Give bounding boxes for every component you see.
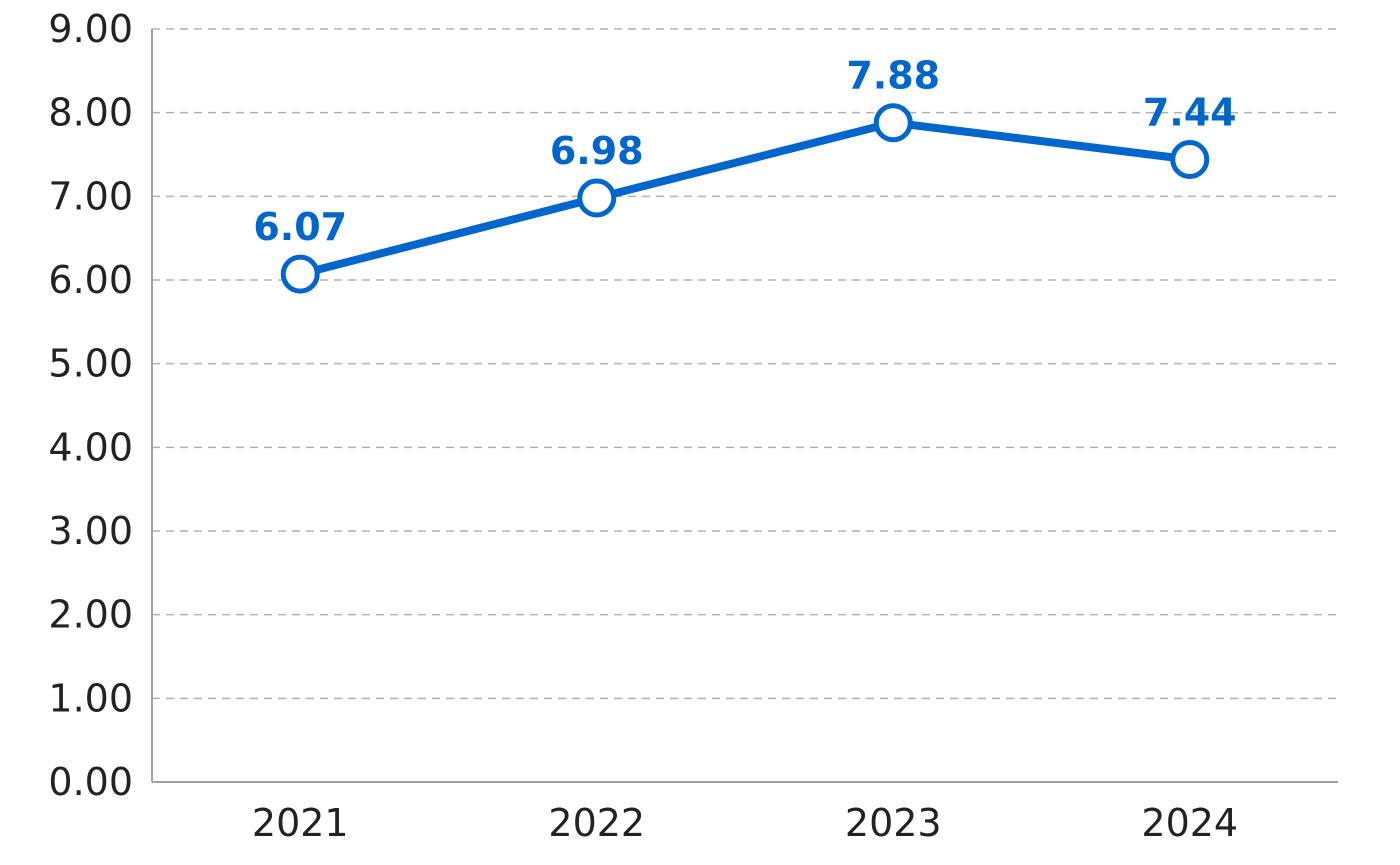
y-tick-label: 9.00 [48,7,133,51]
data-label: 7.88 [846,54,940,98]
y-tick-label: 2.00 [48,593,133,637]
x-tick-label: 2023 [845,801,942,845]
data-point [577,178,617,218]
y-tick-label: 8.00 [48,91,133,135]
data-label: 7.44 [1143,91,1237,135]
series-line [299,118,1191,279]
y-tick-label: 4.00 [48,425,133,469]
data-point [280,254,320,294]
x-tick-label: 2022 [548,801,645,845]
data-point [873,103,913,143]
y-tick-label: 1.00 [48,676,133,720]
y-tick-label: 6.00 [48,258,133,302]
y-tick-label: 7.00 [48,174,133,218]
data-label: 6.07 [253,205,347,249]
x-tick-label: 2021 [252,801,349,845]
data-label: 6.98 [550,129,644,173]
y-tick-label: 3.00 [48,509,133,553]
x-tick-label: 2024 [1141,801,1238,845]
data-point [1170,140,1210,180]
y-tick-label: 5.00 [48,342,133,386]
y-tick-label: 0.00 [48,760,133,804]
